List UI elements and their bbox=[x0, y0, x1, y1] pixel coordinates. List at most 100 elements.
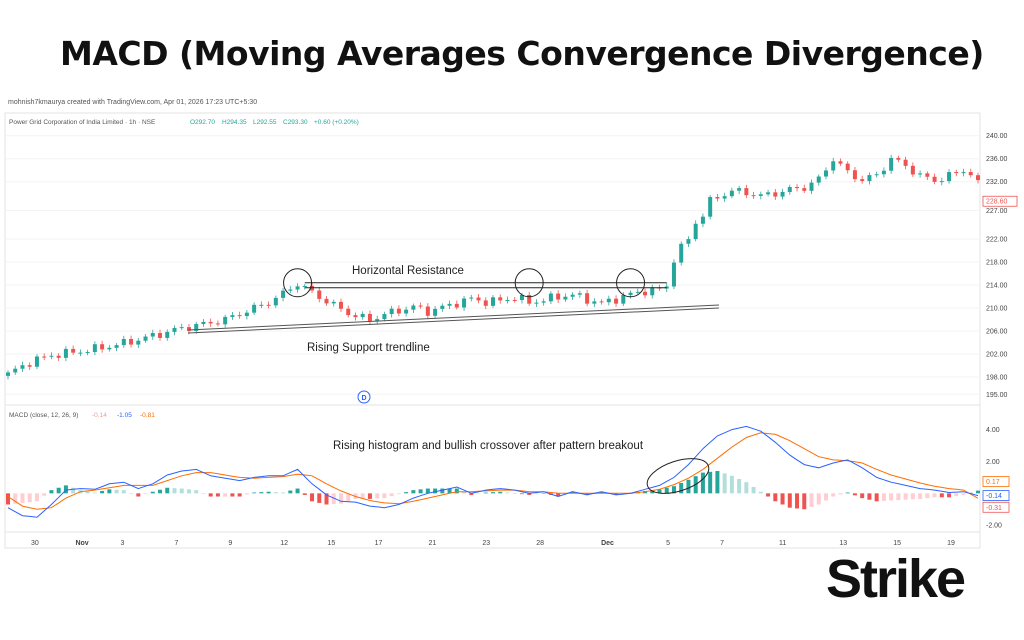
candle-body bbox=[954, 172, 959, 174]
candle-body bbox=[498, 297, 503, 301]
resistance-touch-circle bbox=[616, 268, 646, 298]
candle-body bbox=[411, 305, 416, 310]
candle-body bbox=[266, 304, 271, 306]
macd-histogram-bar bbox=[172, 488, 177, 494]
macd-histogram-bar bbox=[766, 493, 771, 497]
time-tick-label: 12 bbox=[280, 540, 288, 547]
candle-body bbox=[700, 216, 705, 224]
candle-body bbox=[462, 298, 467, 308]
candle-body bbox=[367, 313, 372, 321]
macd-histogram-bar bbox=[150, 491, 155, 494]
candle-body bbox=[237, 315, 242, 317]
price-tick-label: 232.00 bbox=[986, 179, 1008, 186]
candle-body bbox=[244, 312, 249, 317]
macd-histogram-bar bbox=[454, 488, 459, 494]
candle-body bbox=[976, 175, 980, 181]
macd-histogram-bar bbox=[230, 493, 235, 497]
macd-histogram-bar bbox=[129, 493, 134, 494]
macd-histogram-bar bbox=[570, 491, 575, 494]
candle-body bbox=[143, 336, 148, 341]
candle-body bbox=[92, 344, 97, 353]
macd-histogram-bar bbox=[795, 493, 800, 509]
dividend-marker-label: D bbox=[361, 395, 366, 402]
dividend-marker-icon bbox=[357, 390, 371, 404]
macd-histogram-bar bbox=[389, 493, 394, 497]
price-pane-header: Power Grid Corporation of India Limited … bbox=[9, 119, 156, 126]
macd-histogram-bar bbox=[491, 492, 495, 494]
macd-histogram-bar bbox=[809, 493, 814, 507]
candle-body bbox=[918, 173, 923, 175]
time-tick-label: 28 bbox=[536, 540, 544, 547]
macd-histogram-bar bbox=[281, 492, 286, 494]
candle-body bbox=[816, 176, 821, 183]
macd-histogram-bar bbox=[34, 493, 39, 502]
time-tick-label: Nov bbox=[75, 540, 88, 547]
macd-histogram-bar bbox=[158, 489, 163, 494]
support-label: Rising Support trendline bbox=[307, 342, 430, 354]
candle-body bbox=[42, 356, 47, 358]
macd-histogram-bar bbox=[541, 493, 546, 494]
candle-body bbox=[194, 324, 199, 331]
candle-body bbox=[773, 192, 778, 197]
macd-histogram-bar bbox=[860, 493, 865, 499]
candle-body bbox=[737, 188, 742, 191]
macd-histogram-bar bbox=[671, 486, 676, 494]
time-tick-label: 5 bbox=[666, 540, 670, 547]
macd-histogram-bar bbox=[939, 493, 944, 498]
candle-body bbox=[491, 297, 495, 306]
macd-value-badge bbox=[982, 476, 1010, 488]
macd-histogram-bar bbox=[244, 493, 249, 495]
macd-histogram-bar bbox=[657, 489, 662, 494]
macd-histogram-bar bbox=[186, 489, 191, 494]
candle-body bbox=[324, 298, 329, 304]
macd-histogram-bar bbox=[404, 492, 409, 494]
candle-body bbox=[288, 289, 293, 291]
macd-histogram-bar bbox=[107, 489, 112, 494]
candle-body bbox=[273, 297, 278, 306]
time-tick-label: 15 bbox=[327, 540, 335, 547]
macd-histogram-bar bbox=[49, 490, 54, 494]
macd-histogram-bar bbox=[425, 488, 430, 494]
macd-tick-label: 2.00 bbox=[986, 459, 1000, 466]
candle-body bbox=[136, 340, 141, 345]
candle-body bbox=[570, 294, 575, 297]
candle-body bbox=[158, 333, 163, 338]
candle-body bbox=[396, 308, 401, 314]
candle-body bbox=[346, 308, 351, 316]
macd-legend-macd: -1.05 bbox=[117, 412, 132, 419]
candle-body bbox=[295, 286, 300, 290]
macd-histogram-bar bbox=[317, 493, 322, 503]
strike-logo: Strike bbox=[826, 549, 966, 609]
price-tick-label: 202.00 bbox=[986, 352, 1008, 359]
macd-histogram-bar bbox=[295, 488, 300, 494]
macd-histogram-bar bbox=[433, 488, 438, 494]
macd-histogram-bar bbox=[744, 482, 749, 494]
candle-body bbox=[172, 327, 177, 332]
macd-histogram-bar bbox=[903, 493, 908, 500]
candle-body bbox=[302, 286, 307, 288]
time-tick-label: 23 bbox=[482, 540, 490, 547]
macd-histogram-bar bbox=[961, 493, 966, 495]
macd-histogram-bar bbox=[722, 473, 727, 494]
macd-histogram-bar bbox=[259, 492, 264, 494]
macd-histogram-bar bbox=[201, 493, 206, 494]
time-tick-label: 19 bbox=[947, 540, 955, 547]
candle-body bbox=[787, 187, 792, 192]
macd-histogram-bar bbox=[382, 493, 387, 499]
candle-body bbox=[13, 368, 18, 373]
ohlc-close: C293.30 bbox=[283, 119, 308, 126]
candle-body bbox=[454, 303, 459, 308]
candle-body bbox=[100, 344, 105, 350]
candle-body bbox=[874, 174, 879, 176]
macd-histogram-bar bbox=[758, 491, 763, 494]
macd-histogram-bar bbox=[585, 493, 590, 495]
macd-histogram-bar bbox=[6, 493, 10, 505]
macd-histogram-bar bbox=[165, 487, 170, 494]
macd-histogram-bar bbox=[816, 493, 821, 505]
candle-body bbox=[599, 301, 604, 303]
candle-body bbox=[679, 243, 684, 263]
candle-body bbox=[404, 309, 409, 314]
macd-histogram-bar bbox=[447, 488, 452, 494]
candle-body bbox=[766, 192, 771, 195]
